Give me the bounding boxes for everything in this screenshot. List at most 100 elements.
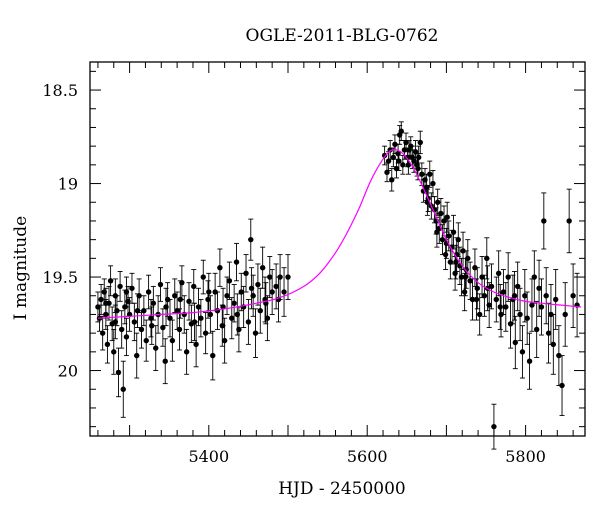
data-point	[200, 274, 206, 280]
model-curve	[97, 149, 582, 319]
data-point	[559, 382, 565, 389]
data-point	[255, 281, 261, 288]
data-point	[177, 296, 183, 303]
data-point	[455, 236, 461, 243]
y-tick-label: 20	[58, 362, 78, 381]
data-point	[206, 289, 212, 295]
data-point	[469, 296, 476, 303]
data-point	[442, 251, 449, 258]
y-axis-label: I magnitude	[11, 216, 31, 320]
y-tick-label: 19.5	[42, 268, 78, 287]
data-point	[434, 229, 440, 235]
data-point	[257, 308, 263, 314]
data-point	[566, 218, 572, 224]
data-point	[562, 311, 568, 318]
data-point	[529, 302, 535, 308]
data-point	[476, 311, 483, 318]
data-point	[267, 274, 273, 280]
data-point	[198, 315, 204, 321]
data-point	[385, 158, 392, 164]
data-point	[415, 165, 421, 172]
data-point	[193, 341, 199, 348]
data-point	[150, 300, 157, 306]
y-tick-label: 18.5	[42, 81, 78, 100]
plot-area: 5400 5600 5800 18.5 19 19.5 20	[42, 61, 586, 466]
data-point	[195, 304, 202, 310]
data-point	[167, 315, 173, 321]
data-point	[512, 339, 519, 346]
data-point	[400, 162, 406, 168]
data-point	[497, 304, 503, 310]
data-point	[172, 293, 178, 299]
data-point	[120, 386, 126, 392]
data-point	[511, 293, 518, 299]
data-point	[112, 319, 119, 325]
data-point	[444, 214, 450, 220]
data-point	[531, 274, 538, 280]
data-point	[541, 218, 547, 224]
data-point	[186, 298, 192, 305]
data-point	[210, 352, 216, 359]
data-point	[281, 289, 287, 295]
data-point	[517, 311, 523, 318]
data-point	[248, 236, 254, 243]
data-point	[495, 270, 502, 277]
data-point	[123, 334, 130, 340]
data-point	[441, 218, 447, 224]
plot-frame	[89, 61, 586, 437]
data-point	[491, 423, 497, 430]
data-point	[384, 169, 390, 176]
data-point	[134, 308, 141, 314]
data-point	[389, 177, 395, 183]
data-point	[503, 304, 509, 310]
data-point	[191, 283, 197, 290]
x-tick-label: 5400	[188, 447, 229, 466]
data-point	[231, 300, 237, 306]
data-point	[538, 304, 545, 310]
data-point	[207, 311, 214, 318]
data-point	[217, 265, 223, 271]
data-point	[460, 248, 466, 254]
data-point	[514, 283, 521, 290]
data-point	[162, 358, 168, 364]
data-point	[403, 139, 409, 146]
data-point	[98, 296, 104, 303]
data-point	[556, 352, 562, 359]
data-point	[505, 274, 511, 280]
data-point	[405, 162, 412, 168]
data-point	[191, 319, 198, 325]
data-point	[484, 255, 490, 262]
data-point	[533, 326, 540, 333]
data-point	[395, 150, 401, 157]
data-point	[524, 315, 530, 321]
data-point	[273, 283, 279, 290]
data-point	[570, 293, 576, 299]
x-axis-label: HJD - 2450000	[278, 479, 406, 499]
data-point	[259, 265, 266, 271]
data-point	[202, 330, 209, 336]
data-point	[123, 289, 130, 295]
data-point	[149, 322, 155, 329]
data-point	[462, 274, 469, 280]
data-point	[474, 285, 480, 291]
data-point	[118, 326, 125, 333]
data-point	[141, 308, 147, 314]
data-point	[526, 358, 533, 364]
data-point	[117, 283, 123, 290]
data-point	[103, 300, 109, 306]
data-point	[467, 278, 473, 284]
data-point	[519, 349, 526, 355]
data-point	[234, 311, 241, 318]
data-point	[479, 274, 485, 280]
data-point	[285, 274, 291, 280]
data-point	[129, 285, 135, 291]
data-point	[545, 330, 552, 336]
data-point	[169, 337, 176, 344]
data-point	[393, 165, 400, 172]
data-point	[229, 315, 235, 321]
data-point	[134, 352, 140, 359]
data-point	[99, 330, 106, 336]
data-point	[550, 341, 557, 348]
data-point	[138, 326, 145, 333]
